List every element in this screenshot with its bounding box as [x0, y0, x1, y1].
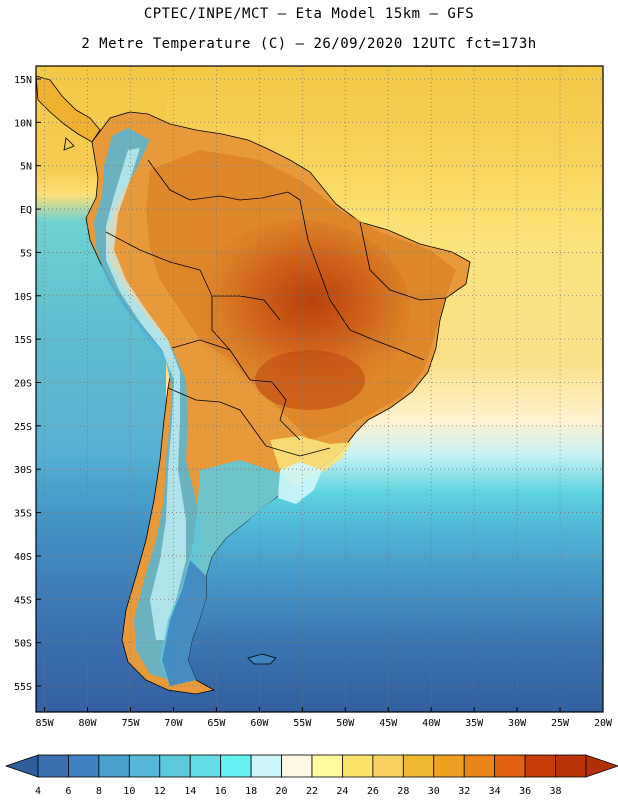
colorbar-swatch	[524, 754, 556, 778]
lon-tick-label: 30W	[508, 718, 527, 729]
lat-tick-label: 10N	[14, 118, 32, 129]
lat-tick-label: EQ	[20, 205, 32, 216]
colorbar-label: 24	[336, 786, 348, 797]
lat-tick-label: 55S	[14, 682, 32, 693]
map-axes: 15N 10N 5N EQ 5S 10S 15S 20S 25S 30S 35S 40S 45S 50S 5…	[14, 75, 613, 729]
colorbar-swatch	[463, 754, 496, 778]
lon-tick-label: 80W	[79, 718, 98, 729]
colorbar-swatch	[311, 754, 343, 778]
lon-tick-label: 65W	[207, 718, 226, 729]
colorbar-high-arrow	[585, 754, 618, 778]
lon-tick-label: 55W	[293, 718, 312, 729]
colorbar-label: 10	[123, 786, 135, 797]
lat-tick-label: 5N	[20, 162, 32, 173]
colorbar-swatch	[342, 754, 374, 778]
colorbar-swatch	[281, 754, 313, 778]
colorbar-swatch	[37, 754, 69, 778]
colorbar-label: 38	[550, 786, 562, 797]
colorbar-label: 26	[367, 786, 379, 797]
map-title-line1: CPTEC/INPE/MCT — Eta Model 15km — GFS	[143, 6, 475, 22]
colorbar-swatch	[159, 754, 191, 778]
colorbar: 4 6 8 10 12 14 16 18 20 22 24 26 28 30 32 34 36 38	[4, 754, 618, 797]
colorbar-label: 30	[428, 786, 440, 797]
map-frame	[35, 65, 604, 713]
lon-tick-label: 45W	[379, 718, 398, 729]
lat-tick-label: 45S	[14, 595, 32, 606]
colorbar-swatch	[433, 754, 465, 778]
colorbar-label: 8	[96, 786, 102, 797]
lat-tick-label: 10S	[14, 292, 32, 303]
lon-tick-label: 35W	[465, 718, 484, 729]
map-title-line2: 2 Metre Temperature (C) — 26/09/2020 12U…	[81, 36, 537, 52]
lat-tick-label: 50S	[14, 639, 32, 650]
colorbar-low-arrow	[4, 754, 39, 778]
lat-tick-label: 40S	[14, 552, 32, 563]
colorbar-swatch	[189, 754, 222, 778]
colorbar-swatch	[494, 754, 526, 778]
lon-tick-label: 85W	[36, 718, 55, 729]
graticule	[36, 66, 604, 712]
colorbar-swatch	[402, 754, 435, 778]
colorbar-label: 6	[65, 786, 71, 797]
colorbar-swatch	[250, 754, 282, 778]
lat-tick-label: 35S	[14, 509, 32, 520]
colorbar-swatch	[220, 754, 252, 778]
lon-tick-label: 60W	[250, 718, 269, 729]
colorbar-swatch	[98, 754, 130, 778]
colorbar-swatch	[555, 754, 587, 778]
colorbar-label: 36	[519, 786, 531, 797]
colorbar-label: 18	[245, 786, 257, 797]
lat-tick-label: 15S	[14, 335, 32, 346]
lon-tick-label: 50W	[336, 718, 355, 729]
lon-tick-label: 40W	[422, 718, 441, 729]
colorbar-label: 34	[489, 786, 501, 797]
colorbar-label: 14	[184, 786, 196, 797]
colorbar-label: 16	[215, 786, 227, 797]
colorbar-label: 12	[154, 786, 166, 797]
lat-tick-label: 30S	[14, 465, 32, 476]
colorbar-label: 32	[458, 786, 470, 797]
lon-tick-label: 25W	[551, 718, 570, 729]
lon-tick-label: 75W	[121, 718, 140, 729]
lat-tick-label: 15N	[14, 75, 32, 86]
lon-tick-label: 20W	[594, 718, 613, 729]
lat-tick-label: 25S	[14, 422, 32, 433]
colorbar-swatch	[68, 754, 100, 778]
colorbar-label: 28	[397, 786, 409, 797]
lat-tick-label: 20S	[14, 378, 32, 389]
colorbar-label: 20	[276, 786, 288, 797]
lon-tick-label: 70W	[164, 718, 183, 729]
colorbar-swatch	[372, 754, 404, 778]
lat-tick-label: 5S	[20, 248, 32, 259]
colorbar-label: 4	[35, 786, 41, 797]
colorbar-label: 22	[306, 786, 318, 797]
colorbar-swatch	[128, 754, 161, 778]
